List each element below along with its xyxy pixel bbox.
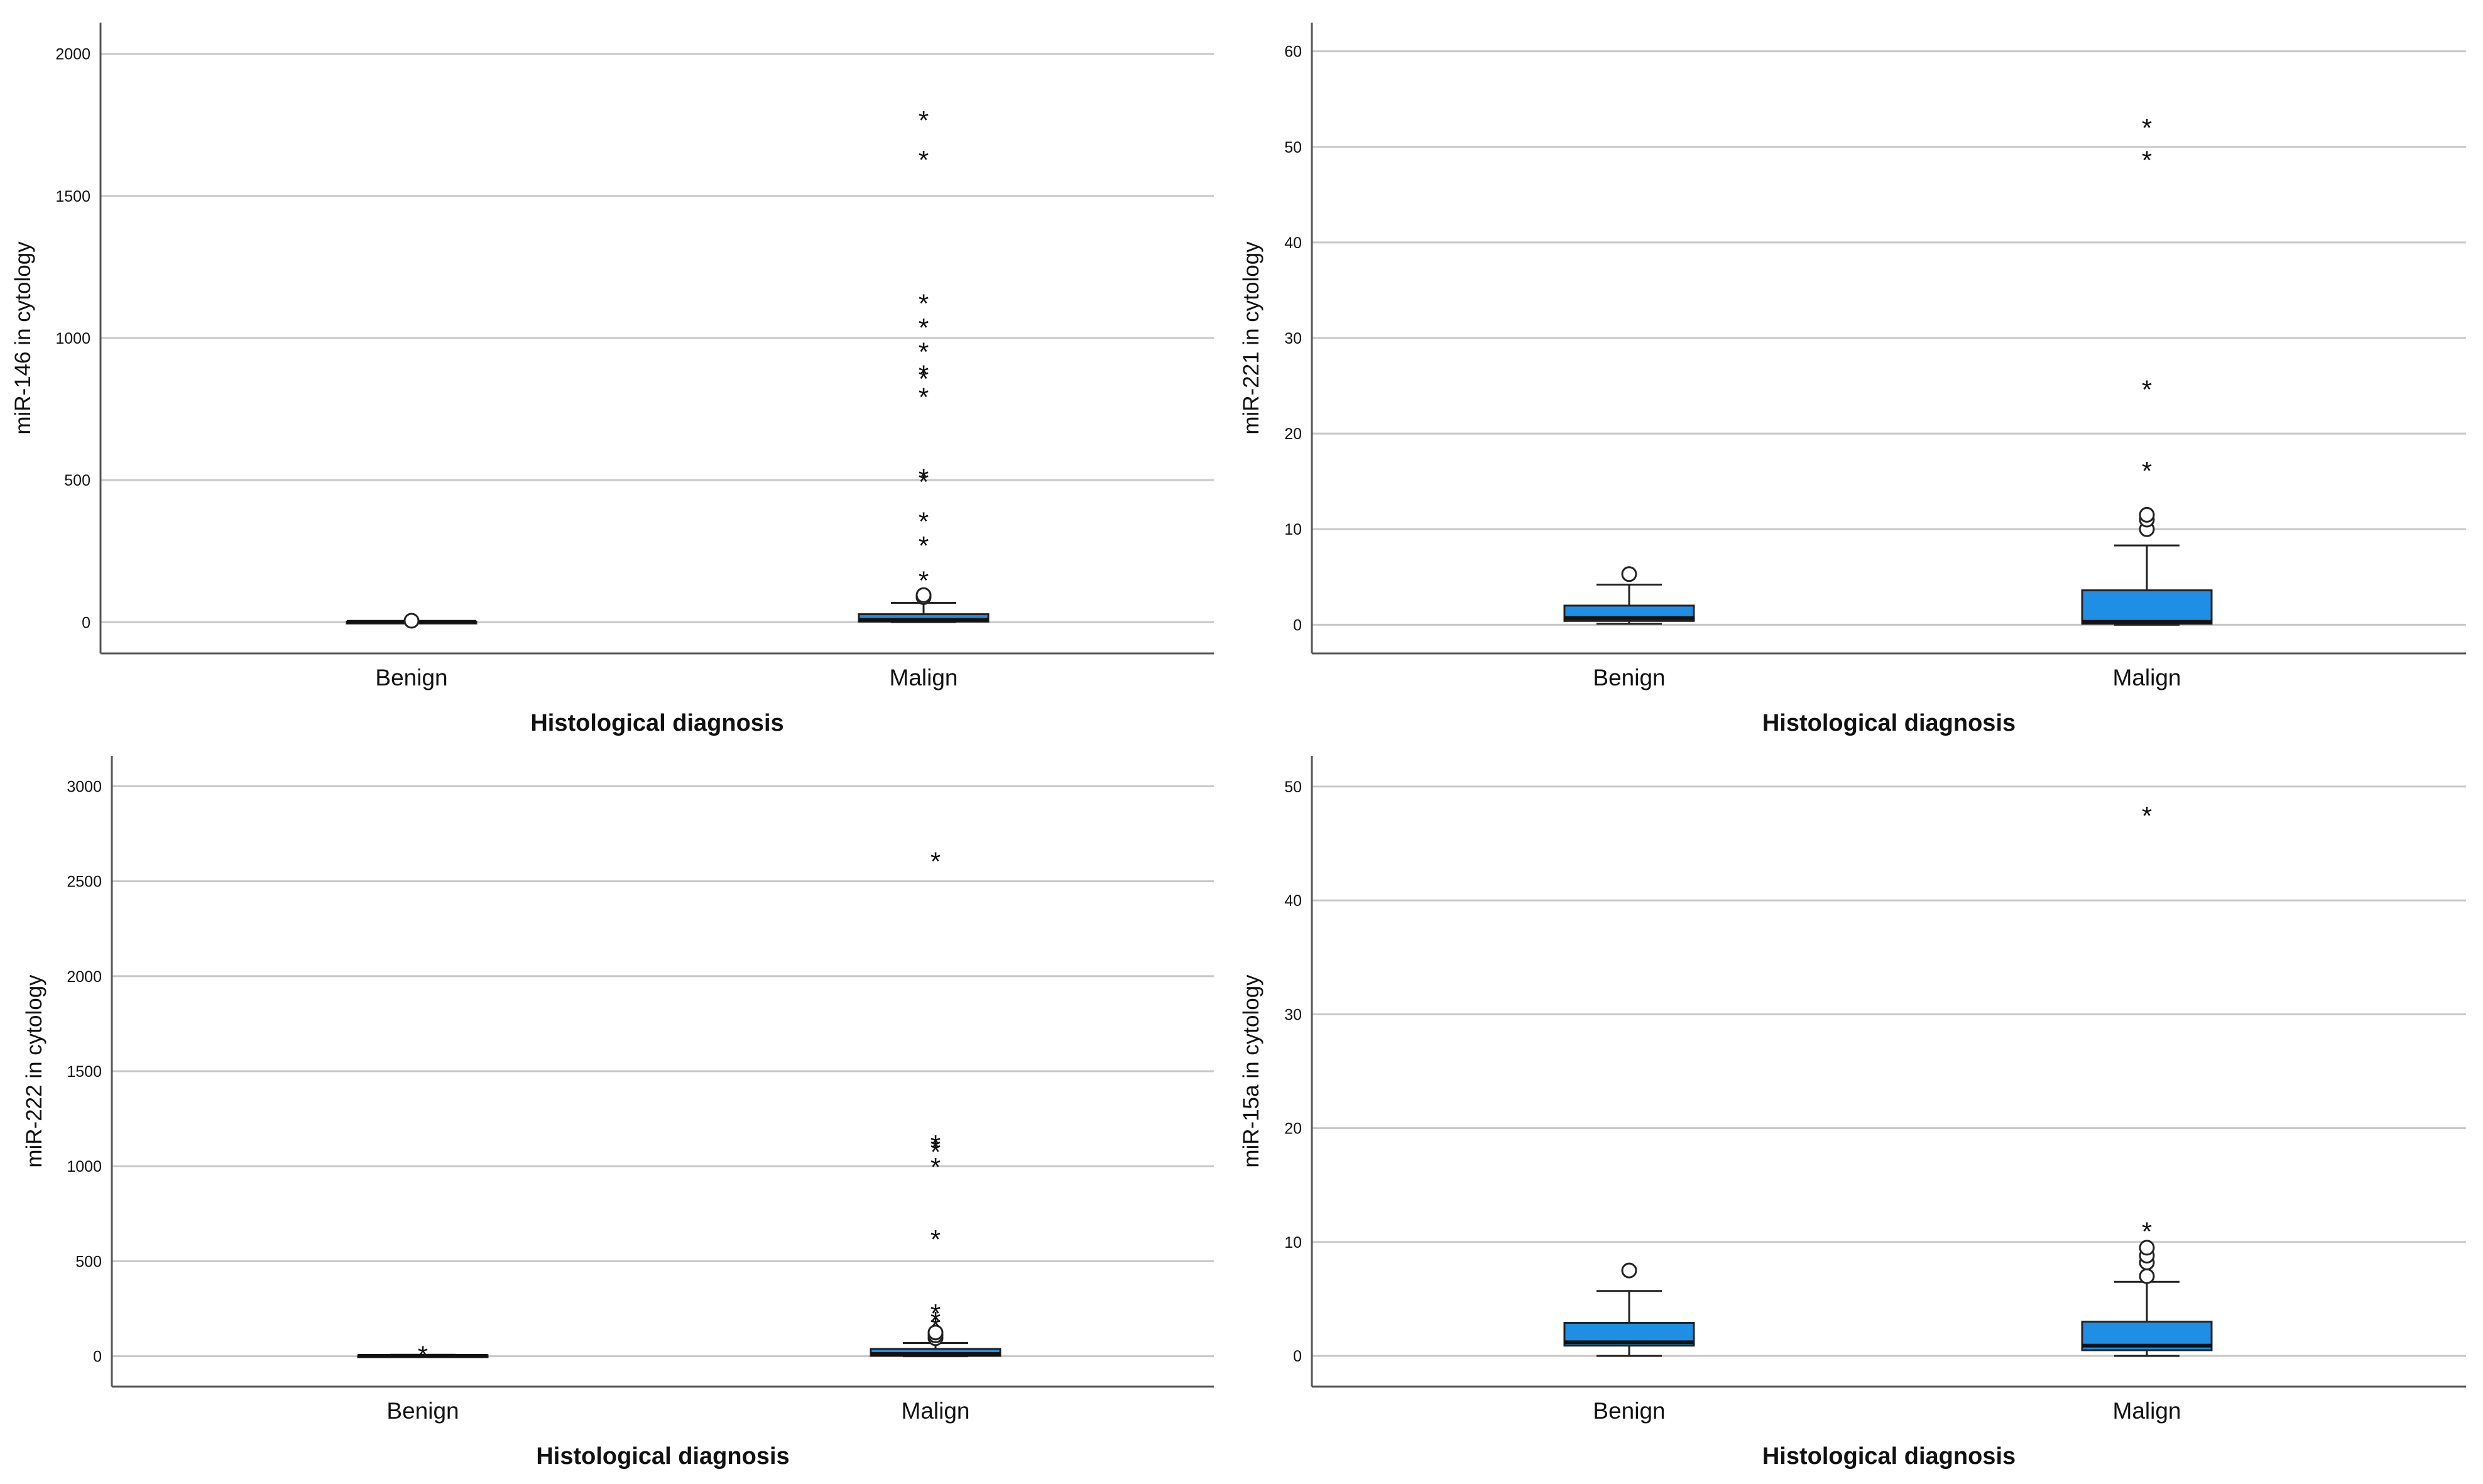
boxplot-benign [1563, 1262, 1695, 1357]
y-tick-label: 10 [1284, 1234, 1302, 1252]
extreme-point: * [919, 464, 929, 493]
extreme-point: * [418, 1341, 428, 1370]
extreme-point: * [930, 1133, 941, 1163]
x-category-label-benign: Benign [1593, 665, 1665, 690]
extreme-point: * [930, 1299, 941, 1328]
extreme-point: * [919, 531, 929, 560]
y-tick-label: 50 [1284, 139, 1302, 156]
extreme-point: * [919, 106, 929, 135]
x-category-label-malign: Malign [890, 665, 958, 690]
y-tick-label: 500 [75, 1253, 102, 1270]
y-tick-label: 30 [1284, 1006, 1302, 1023]
chart-panel-bottom-right: 0 10 20 30 40 50 Benign Malign Histological diag… [1239, 756, 2466, 1470]
extreme-point: * [919, 337, 929, 366]
x-axis-title: Histological diagnosis [530, 710, 783, 736]
extreme-point: * [919, 288, 929, 318]
y-tick-label: 2000 [67, 968, 102, 986]
y-tick-label: 30 [1284, 330, 1302, 347]
boxplot-benign [346, 613, 478, 629]
chart-panel-top-left: 0 500 1000 1500 2000 Benign Malign Histological… [11, 23, 1214, 736]
extreme-point: * [2142, 375, 2152, 405]
outlier-point [927, 1324, 944, 1341]
y-tick-label: 0 [1293, 616, 1302, 634]
y-tick-label: 0 [82, 614, 90, 631]
extreme-point: * [930, 1137, 941, 1167]
extreme-point: * [2142, 1217, 2152, 1247]
y-tick-label: 2500 [67, 873, 102, 891]
y-tick-label: 20 [1284, 425, 1302, 443]
y-tick-label: 1500 [67, 1063, 102, 1081]
boxplot-malign: * * * * [2081, 113, 2213, 626]
boxplot-benign [1563, 566, 1695, 625]
y-tick-label: 10 [1284, 521, 1302, 538]
extreme-point: * [930, 1312, 941, 1341]
y-tick-label: 0 [1293, 1348, 1302, 1365]
x-category-label-malign: Malign [2113, 665, 2181, 690]
extreme-point: * [930, 1130, 941, 1159]
boxplot-malign: ************* [858, 106, 990, 623]
outlier-point [2139, 506, 2155, 523]
extreme-point: * [930, 1225, 941, 1254]
extreme-point: * [919, 313, 929, 342]
y-tick-label: 2000 [55, 46, 90, 63]
boxplot-benign: * [357, 1341, 489, 1370]
x-category-label-benign: Benign [1593, 1398, 1665, 1424]
extreme-point: * [930, 846, 941, 876]
extreme-point: * [2142, 456, 2152, 486]
y-axis-title: miR-15a in cytology [1239, 974, 1263, 1168]
y-axis-title: miR-146 in cytology [11, 241, 35, 435]
y-tick-label: 1000 [67, 1158, 102, 1176]
y-tick-label: 50 [1284, 778, 1302, 796]
y-tick-label: 1000 [55, 330, 90, 347]
box-iqr [2081, 589, 2213, 625]
x-category-label-malign: Malign [2113, 1398, 2181, 1424]
x-axis-title: Histological diagnosis [1762, 1443, 2016, 1470]
y-tick-label: 40 [1284, 234, 1302, 252]
y-tick-label: 3000 [67, 778, 102, 795]
extreme-point: * [930, 1306, 941, 1336]
y-tick-label: 60 [1284, 43, 1302, 61]
y-tick-label: 40 [1284, 892, 1302, 910]
extreme-point: * [919, 360, 929, 390]
y-axis-title: miR-222 in cytology [22, 974, 46, 1168]
outlier-point [915, 587, 932, 603]
extreme-point: * [919, 506, 929, 536]
boxplot-malign: ********* [870, 846, 1001, 1358]
x-category-label-benign: Benign [375, 665, 447, 690]
x-axis-title: Histological diagnosis [1762, 710, 2016, 736]
outlier-point [1621, 566, 1637, 582]
chart-panel-bottom-left: 0 500 1000 1500 2000 2500 3000 Benign Malign Hist… [22, 756, 1214, 1470]
extreme-point: * [919, 145, 929, 175]
extreme-point: * [919, 565, 929, 595]
y-tick-label: 500 [64, 472, 90, 489]
extreme-point: * [930, 1152, 941, 1182]
y-tick-label: 20 [1284, 1120, 1302, 1138]
outlier-point [1621, 1262, 1637, 1279]
x-category-label-benign: Benign [386, 1398, 459, 1424]
y-tick-label: 1500 [55, 188, 90, 205]
outlier-point [2139, 1240, 2155, 1256]
extreme-point: * [919, 467, 929, 496]
chart-panel-top-right: 0 10 20 30 40 50 60 Benign Malign Histological di… [1239, 23, 2466, 736]
x-category-label-malign: Malign [902, 1398, 970, 1424]
extreme-point: * [919, 383, 929, 412]
extreme-point: * [2142, 146, 2152, 175]
extreme-point: * [2142, 113, 2152, 143]
extreme-point: * [919, 364, 929, 393]
extreme-point: * [2142, 801, 2152, 831]
y-tick-label: 0 [93, 1348, 102, 1366]
y-axis-title: miR-221 in cytology [1239, 241, 1263, 435]
outlier-point [2139, 1268, 2155, 1284]
boxplot-malign: ** [2081, 801, 2213, 1357]
x-axis-title: Histological diagnosis [536, 1443, 789, 1470]
outlier-point [403, 613, 420, 629]
